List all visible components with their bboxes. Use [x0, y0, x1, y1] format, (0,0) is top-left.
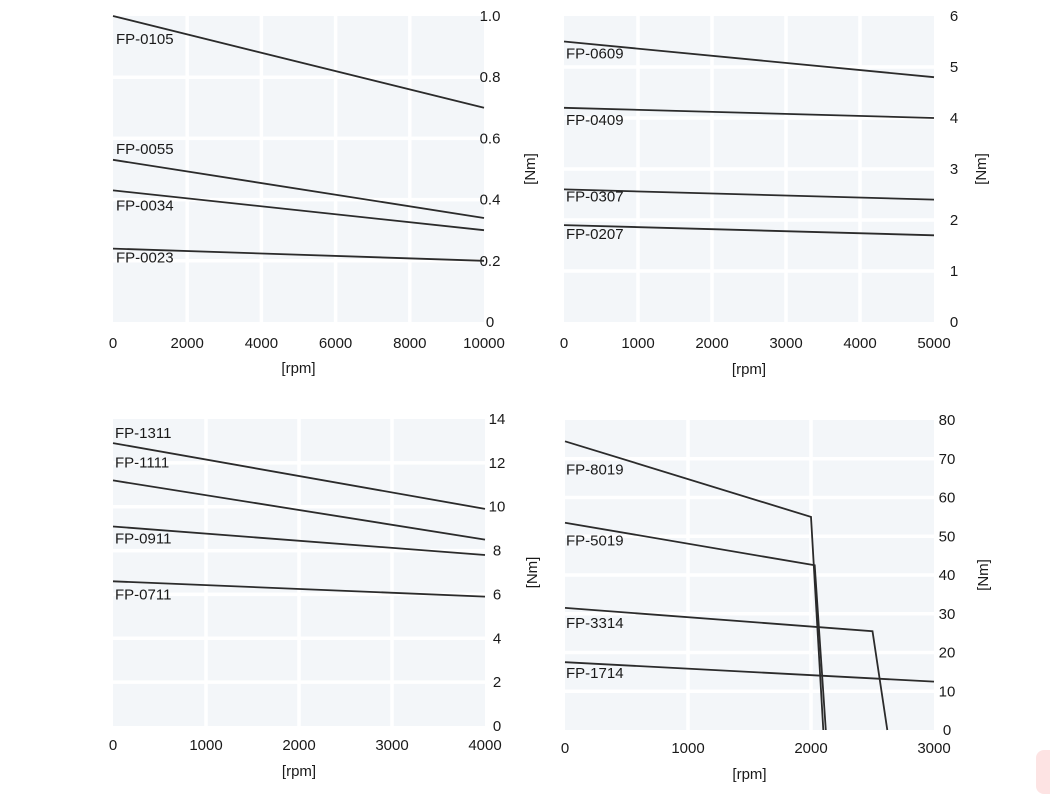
y-tick-label: 0.2 — [480, 253, 501, 270]
y-tick-label: 0 — [486, 314, 494, 331]
series-label: FP-5019 — [566, 533, 624, 550]
x-tick-label: 8000 — [393, 335, 426, 352]
chart-panel-3: 0 1000 2000 3000 4000 0 2 4 6 8 10 12 14 [rpm] [Nm] FP-… — [109, 411, 541, 780]
series-label: FP-0023 — [116, 250, 174, 267]
x-tick-label: 10000 — [463, 335, 505, 352]
y-tick-label: 5 — [950, 59, 958, 76]
y-tick-label: 6 — [950, 8, 958, 25]
series-line-fp-1111 — [112, 479, 486, 541]
series-line-fp-8019 — [564, 440, 825, 731]
series-line-fp-0711 — [112, 580, 486, 598]
series-line-fp-3314 — [564, 607, 889, 731]
x-tick-label: 0 — [560, 335, 568, 352]
y-tick-label: 0 — [493, 718, 501, 735]
series-label: FP-1311 — [115, 425, 171, 442]
x-tick-label: 0 — [109, 737, 117, 754]
series-line-fp-0609 — [563, 40, 935, 79]
x-tick-label: 4000 — [843, 335, 876, 352]
chart-panel-1: 0 2000 4000 6000 8000 10000 0 0.2 0.4 0.6 0.8 1.0 [r… — [109, 8, 539, 377]
y-tick-label: 12 — [489, 455, 506, 472]
series-label: FP-0307 — [566, 188, 624, 205]
x-tick-label: 3000 — [375, 737, 408, 754]
y-axis-label: [Nm] — [524, 557, 541, 589]
x-axis-label: [rpm] — [281, 360, 315, 377]
x-tick-label: 3000 — [917, 740, 950, 757]
x-tick-label: 0 — [109, 335, 117, 352]
x-tick-label: 1000 — [189, 737, 222, 754]
y-axis-label: [Nm] — [522, 153, 539, 185]
x-axis-label: [rpm] — [732, 361, 766, 378]
y-tick-label: 14 — [489, 411, 506, 428]
x-tick-label: 2000 — [695, 335, 728, 352]
y-tick-label: 1.0 — [480, 8, 501, 25]
y-tick-label: 2 — [950, 212, 958, 229]
series-line-fp-0207 — [563, 224, 935, 237]
x-axis-label: [rpm] — [282, 763, 316, 780]
series-label: FP-0711 — [115, 586, 171, 603]
x-tick-label: 2000 — [282, 737, 315, 754]
y-tick-label: 10 — [489, 499, 506, 516]
x-tick-label: 6000 — [319, 335, 352, 352]
series-label: FP-3314 — [566, 615, 624, 632]
x-tick-label: 4000 — [245, 335, 278, 352]
y-tick-label: 0 — [943, 722, 951, 739]
y-tick-label: 1 — [950, 263, 958, 280]
series-label: FP-0609 — [566, 46, 624, 63]
y-tick-label: 50 — [939, 528, 956, 545]
x-tick-label: 1000 — [621, 335, 654, 352]
series-label: FP-0911 — [115, 530, 171, 547]
y-tick-label: 0.6 — [480, 130, 501, 147]
series-label: FP-0409 — [566, 112, 624, 129]
y-tick-label: 0.4 — [480, 192, 501, 209]
y-tick-label: 4 — [950, 110, 958, 127]
y-tick-label: 10 — [939, 683, 956, 700]
series-line-fp-0105 — [112, 15, 485, 109]
series-label: FP-0207 — [566, 226, 624, 243]
y-tick-label: 40 — [939, 567, 956, 584]
series-line-fp-1714 — [564, 661, 935, 683]
x-axis-label: [rpm] — [732, 766, 766, 783]
series-line-fp-0911 — [112, 525, 486, 556]
series-line-fp-0409 — [563, 106, 935, 119]
y-tick-label: 30 — [939, 606, 956, 623]
x-tick-label: 2000 — [794, 740, 827, 757]
y-tick-label: 3 — [950, 161, 958, 178]
series-line-fp-1311 — [112, 442, 486, 510]
chart-panel-4: 0 1000 2000 300001020304050607080[rpm][Nm]F… — [561, 412, 992, 783]
y-axis-label: [Nm] — [975, 559, 992, 591]
y-tick-label: 80 — [939, 412, 956, 429]
x-tick-label: 0 — [561, 740, 569, 757]
x-tick-label: 3000 — [769, 335, 802, 352]
series-label: FP-0105 — [116, 31, 174, 48]
x-tick-label: 5000 — [917, 335, 950, 352]
y-tick-label: 0.8 — [480, 69, 501, 86]
corner-badge — [1036, 750, 1050, 794]
y-tick-label: 20 — [939, 645, 956, 662]
series-line-fp-0055 — [112, 158, 485, 219]
y-tick-label: 60 — [939, 490, 956, 507]
x-tick-label: 4000 — [468, 737, 501, 754]
series-label: FP-1111 — [115, 454, 169, 471]
y-axis-label: [Nm] — [973, 153, 990, 185]
series-label: FP-0034 — [116, 197, 174, 214]
x-tick-label: 1000 — [671, 740, 704, 757]
y-tick-label: 6 — [493, 586, 501, 603]
series-line-fp-0034 — [112, 189, 485, 232]
y-tick-label: 2 — [493, 674, 501, 691]
series-line-fp-0307 — [563, 188, 935, 201]
y-tick-label: 4 — [493, 630, 501, 647]
series-line-fp-0023 — [112, 247, 485, 262]
x-tick-label: 2000 — [171, 335, 204, 352]
series-label: FP-1714 — [566, 665, 624, 682]
y-tick-label: 70 — [939, 451, 956, 468]
chart-panel-2: 0 1000 2000 3000 4000 50000123456[rpm][Nm]FP-… — [560, 8, 990, 378]
y-tick-label: 0 — [950, 314, 958, 331]
series-label: FP-0055 — [116, 141, 174, 158]
y-tick-label: 8 — [493, 543, 501, 560]
series-label: FP-8019 — [566, 461, 624, 478]
